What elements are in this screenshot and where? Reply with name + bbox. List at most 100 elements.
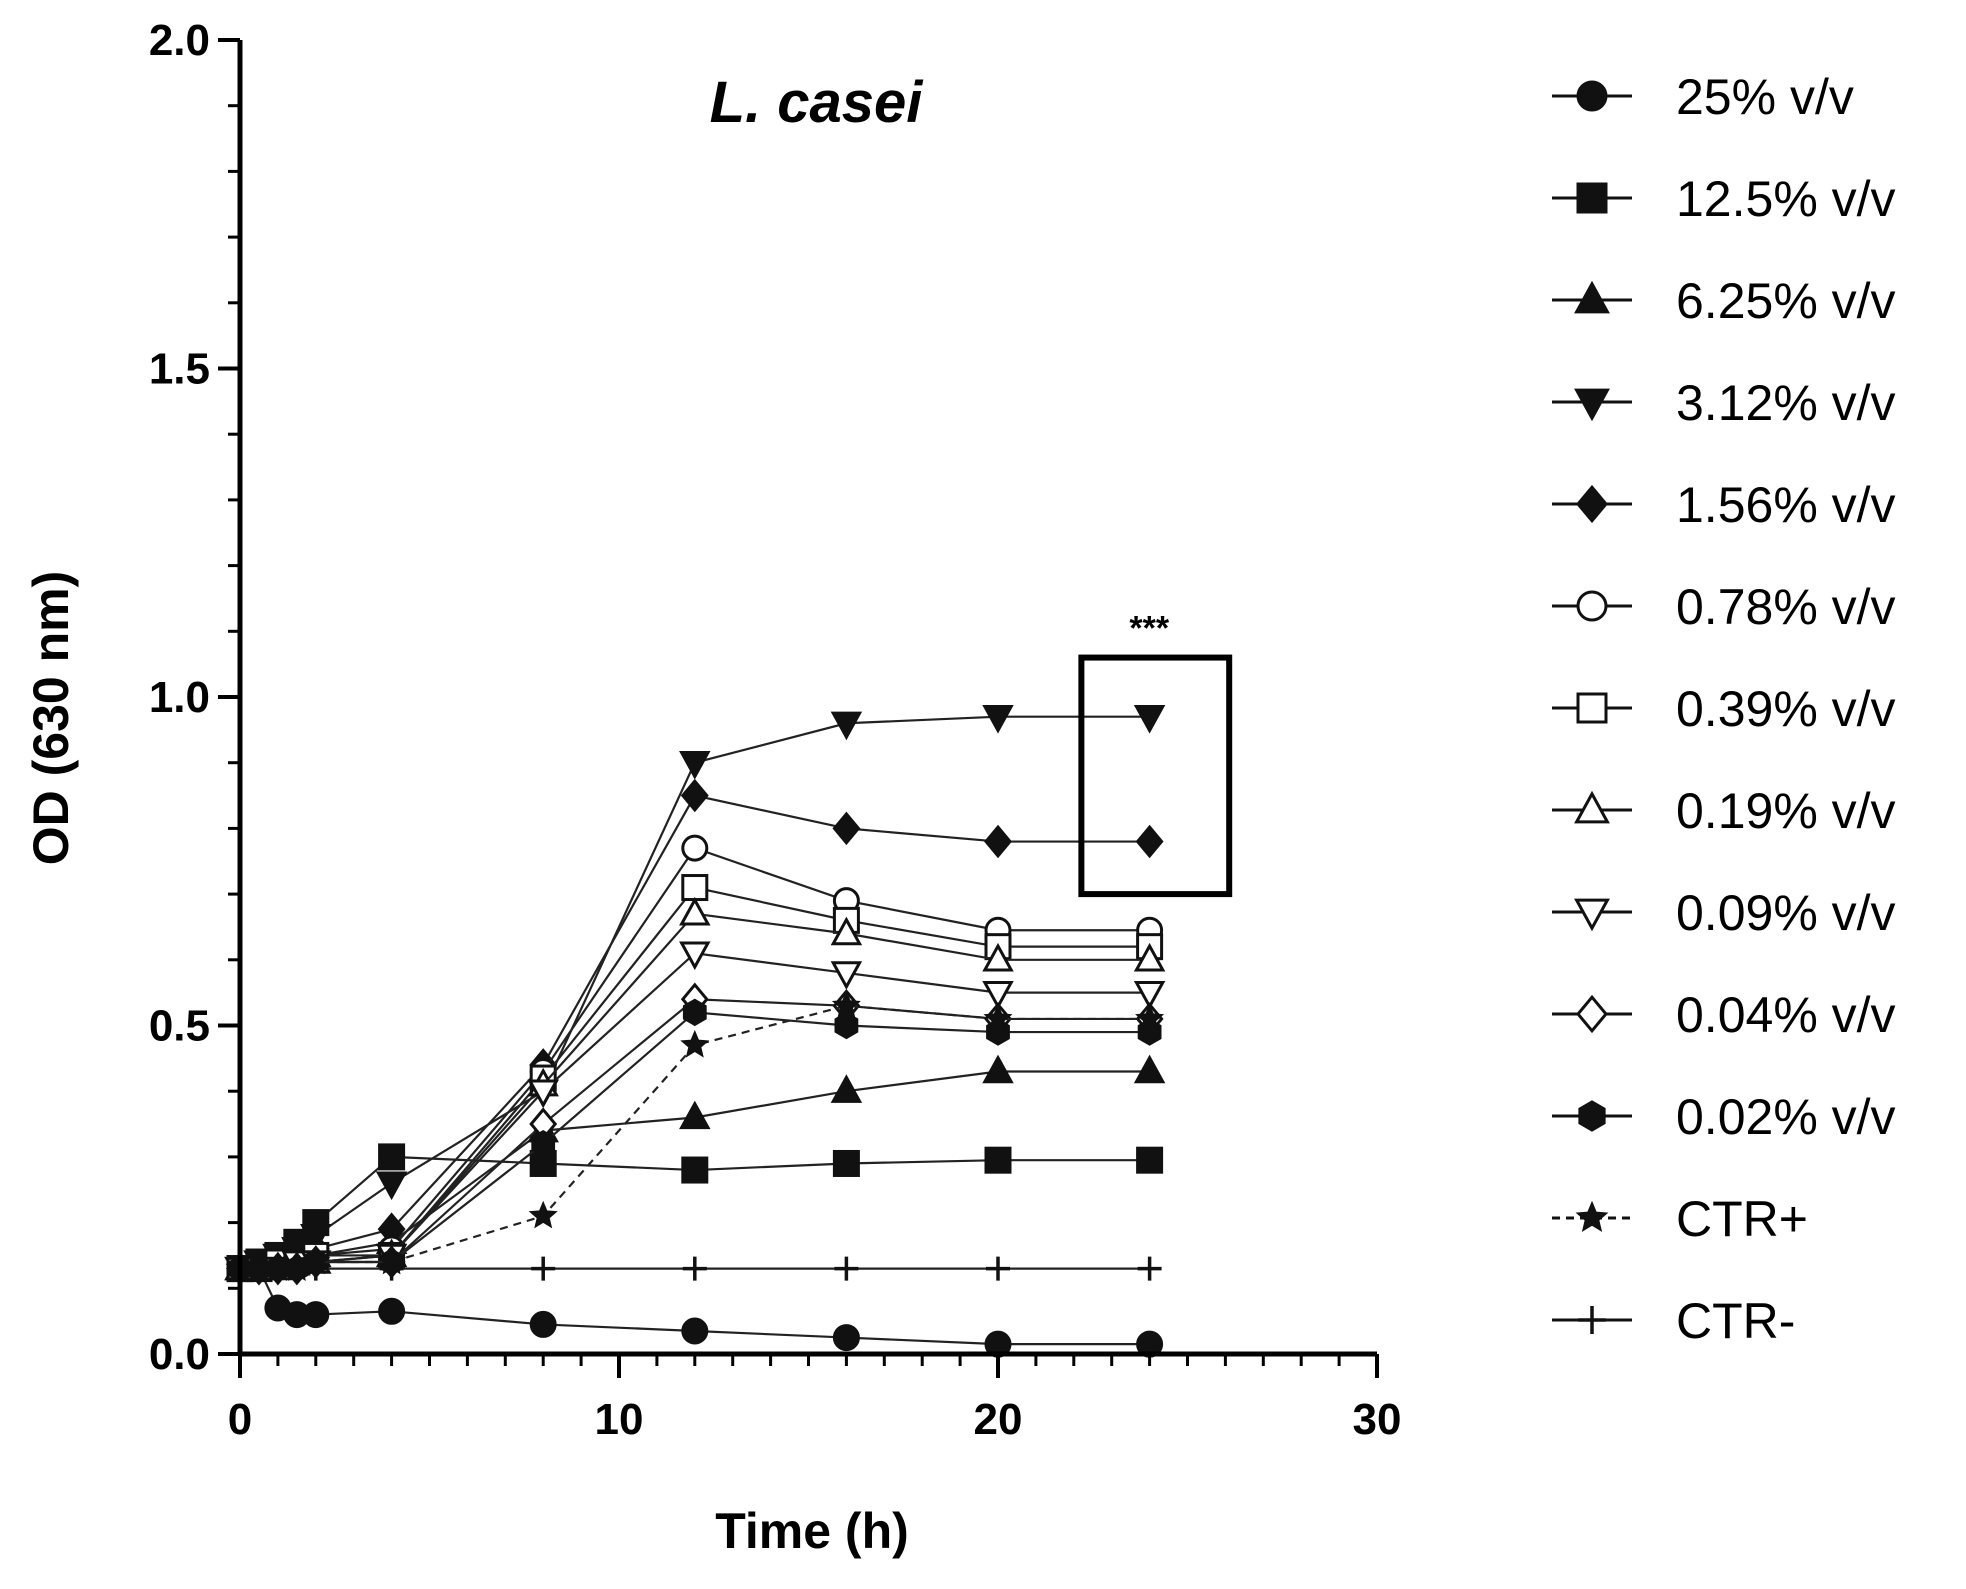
legend-marker-0-78-v-v <box>1576 590 1608 622</box>
data-point-ctr <box>528 1200 558 1229</box>
data-point-1-56-v-v <box>832 811 861 846</box>
legend-item-0-39-v-v: 0.39% v/v <box>1552 681 1896 737</box>
legend-label: 0.09% v/v <box>1676 885 1896 941</box>
legend-item-0-04-v-v: 0.04% v/v <box>1552 987 1896 1043</box>
y-tick-label: 1.0 <box>149 673 210 722</box>
data-point-ctr <box>531 1256 556 1281</box>
data-point-12-5-v-v <box>681 1156 709 1184</box>
data-point-0-09-v-v <box>830 961 863 990</box>
legend-marker-0-04-v-v <box>1576 994 1608 1034</box>
data-point-6-25-v-v <box>982 1054 1014 1084</box>
legend-item-0-02-v-v: 0.02% v/v <box>1552 1089 1896 1145</box>
legend-item-12-5-v-v: 12.5% v/v <box>1552 171 1896 227</box>
legend-label: CTR- <box>1676 1293 1795 1349</box>
data-point-25-v-v <box>681 1317 709 1345</box>
data-point-0-78-v-v <box>681 834 709 862</box>
chart-title: L. casei <box>710 70 925 135</box>
data-point-ctr <box>303 1256 328 1281</box>
data-point-ctr <box>680 1029 710 1058</box>
legend-label: 12.5% v/v <box>1676 171 1896 227</box>
legend-marker-ctr <box>1578 1306 1606 1334</box>
data-point-ctr <box>986 1256 1010 1281</box>
data-point-6-25-v-v <box>1133 1054 1166 1084</box>
legend-marker-0-02-v-v <box>1578 1100 1606 1132</box>
data-point-0-19-v-v <box>830 916 863 946</box>
legend-marker-3-12-v-v <box>1574 388 1610 422</box>
x-axis-title: Time (h) <box>715 1503 909 1559</box>
data-point-0-09-v-v <box>679 941 711 971</box>
legend-label: CTR+ <box>1676 1191 1808 1247</box>
x-tick-label: 20 <box>974 1395 1023 1444</box>
data-point-ctr <box>379 1256 404 1281</box>
legend-item-6-25-v-v: 6.25% v/v <box>1552 273 1896 329</box>
data-point-6-25-v-v <box>830 1074 863 1103</box>
series-0-04-v-v <box>226 982 1164 1286</box>
legend-item-1-56-v-v: 1.56% v/v <box>1552 477 1896 533</box>
data-point-0-19-v-v <box>1133 942 1166 972</box>
legend-item-3-12-v-v: 3.12% v/v <box>1552 375 1896 431</box>
data-point-0-39-v-v <box>681 874 709 902</box>
data-point-0-02-v-v <box>682 998 707 1027</box>
y-tick-label: 0.0 <box>149 1330 210 1379</box>
legend-label: 3.12% v/v <box>1676 375 1896 431</box>
series-ctr <box>225 990 1165 1281</box>
data-point-6-25-v-v <box>679 1100 711 1130</box>
data-point-0-09-v-v <box>527 1079 559 1109</box>
data-point-ctr <box>682 1256 707 1281</box>
data-point-0-09-v-v <box>982 980 1014 1010</box>
data-point-25-v-v <box>832 1324 860 1352</box>
data-point-ctr <box>1135 1003 1165 1032</box>
legend-marker-1-56-v-v <box>1576 484 1608 524</box>
data-point-1-56-v-v <box>680 778 709 813</box>
data-point-3-12-v-v <box>830 711 863 741</box>
data-point-3-12-v-v <box>1133 705 1166 734</box>
legend-item-ctr: CTR- <box>1552 1293 1795 1349</box>
data-point-3-12-v-v <box>679 751 711 780</box>
data-point-ctr <box>983 1003 1013 1032</box>
legend-label: 0.78% v/v <box>1676 579 1896 635</box>
legend-item-0-09-v-v: 0.09% v/v <box>1552 885 1896 941</box>
legend-marker-12-5-v-v <box>1576 182 1608 214</box>
legend-label: 0.39% v/v <box>1676 681 1896 737</box>
data-point-0-19-v-v <box>982 942 1014 972</box>
x-tick-label: 30 <box>1353 1395 1402 1444</box>
legend-marker-25-v-v <box>1576 80 1608 112</box>
data-point-25-v-v <box>529 1310 557 1338</box>
legend-item-ctr: CTR+ <box>1552 1191 1808 1247</box>
data-point-0-19-v-v <box>679 896 711 926</box>
legend-label: 6.25% v/v <box>1676 273 1896 329</box>
x-tick-label: 10 <box>595 1395 644 1444</box>
legend-item-0-19-v-v: 0.19% v/v <box>1552 783 1896 839</box>
y-tick-label: 2.0 <box>149 16 210 65</box>
data-point-0-09-v-v <box>1133 980 1166 1010</box>
highlight-box <box>1078 654 1233 898</box>
legend-item-25-v-v: 25% v/v <box>1552 69 1854 125</box>
data-point-12-5-v-v <box>378 1143 406 1171</box>
legend-label: 0.19% v/v <box>1676 783 1896 839</box>
legend-label: 25% v/v <box>1676 69 1854 125</box>
legend-label: 0.02% v/v <box>1676 1089 1896 1145</box>
data-point-ctr <box>831 990 861 1019</box>
y-tick-label: 1.5 <box>149 345 210 394</box>
legend-marker-6-25-v-v <box>1574 280 1610 314</box>
legend-marker-0-19-v-v <box>1574 790 1610 824</box>
series-0-39-v-v <box>226 874 1164 1283</box>
legend-label: 0.04% v/v <box>1676 987 1896 1043</box>
data-point-1-56-v-v <box>984 824 1012 859</box>
data-point-12-5-v-v <box>1136 1146 1164 1174</box>
data-point-0-02-v-v <box>834 1011 859 1040</box>
data-point-25-v-v <box>302 1301 330 1329</box>
legend-label: 1.56% v/v <box>1676 477 1896 533</box>
significance-annotation: *** <box>1129 610 1169 648</box>
legend-marker-ctr <box>1575 1200 1609 1232</box>
data-point-ctr <box>834 1256 859 1281</box>
legend-item-0-78-v-v: 0.78% v/v <box>1552 579 1896 635</box>
x-tick-label: 0 <box>228 1395 252 1444</box>
legend: 25% v/v 12.5% v/v 6.25% v/v 3.12% v/v 1.56% … <box>1552 69 1896 1349</box>
data-point-ctr <box>1137 1256 1162 1281</box>
data-point-12-5-v-v <box>984 1146 1012 1174</box>
data-point-12-5-v-v <box>832 1149 860 1177</box>
data-point-1-56-v-v <box>1135 824 1164 859</box>
legend-marker-0-09-v-v <box>1574 898 1610 932</box>
